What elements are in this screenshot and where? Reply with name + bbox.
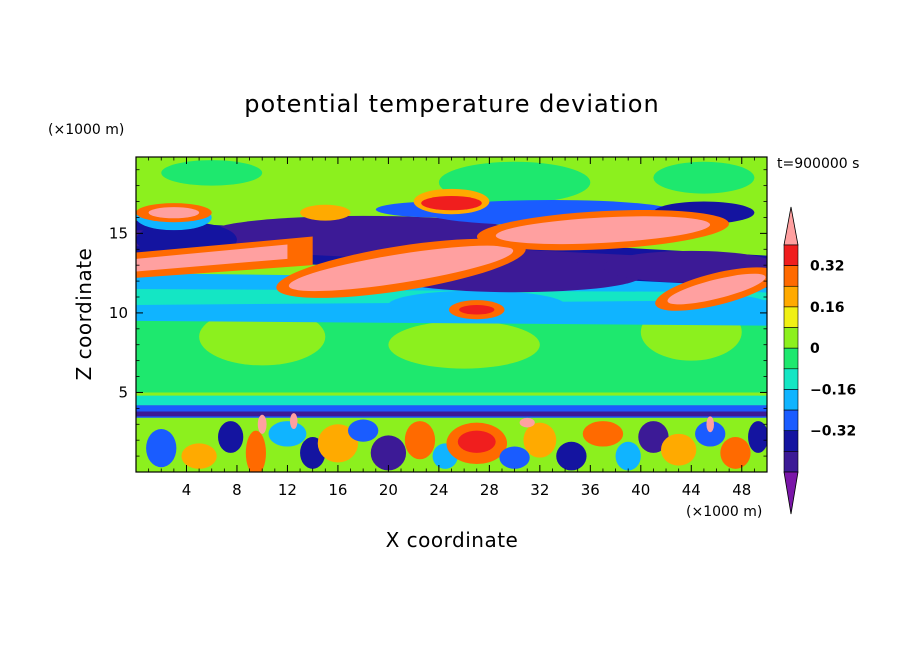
colorbar-box [783, 285, 799, 308]
boundary-cell [695, 421, 726, 447]
boundary-cell [499, 446, 530, 469]
x-tick-label: 20 [379, 481, 398, 499]
boundary-cell [457, 430, 496, 453]
boundary-cell [317, 424, 359, 463]
field-region [199, 308, 326, 366]
y-tick-label: 5 [118, 383, 128, 401]
boundary-cell [370, 435, 407, 471]
x-tick-label: 48 [732, 481, 751, 499]
boundary-cell [245, 430, 266, 472]
warm-core-left [136, 244, 288, 272]
x-unit-label: (×1000 m) [686, 504, 762, 520]
boundary-cell [638, 421, 669, 453]
boundary-cell [146, 429, 177, 468]
x-tick-label: 24 [429, 481, 448, 499]
boundary-cell [660, 433, 697, 466]
colorbar-label: −0.32 [810, 424, 856, 440]
boundary-cell [218, 421, 244, 453]
warm-spike [289, 413, 298, 430]
boundary-cell [748, 421, 767, 453]
boundary-cell [404, 421, 436, 460]
x-axis-ticks: 4 8 12 16 20 24 28 32 36 40 44 48 [148, 157, 755, 499]
colorbar-label: 0.16 [810, 300, 845, 316]
y-axis-label: Z coordinate [72, 248, 96, 381]
x-tick-label: 4 [182, 481, 192, 499]
field-region [148, 207, 200, 219]
y-tick-label: 10 [109, 304, 128, 322]
x-tick-label: 36 [581, 481, 600, 499]
colorbar-label: 0.32 [810, 259, 845, 275]
field-regions [136, 160, 767, 472]
colorbar-box [783, 389, 799, 411]
colorbar-bottom-arrow [783, 471, 799, 515]
warm-spike [519, 417, 535, 428]
x-tick-label: 12 [278, 481, 297, 499]
y-tick-label: 15 [109, 224, 128, 242]
field-region [161, 160, 263, 186]
field-region [421, 195, 482, 211]
x-tick-label: 40 [631, 481, 650, 499]
colorbar-box [783, 430, 799, 452]
low-cold-core [136, 411, 767, 417]
warm-spike [706, 416, 714, 433]
field-region [653, 161, 755, 194]
boundary-cell [523, 422, 557, 458]
warm-spike [257, 414, 267, 434]
heatmap-field [136, 157, 767, 472]
time-label: t=900000 s [777, 156, 859, 172]
colorbar-box [783, 347, 799, 370]
x-tick-label: 28 [480, 481, 499, 499]
boundary-cell [181, 443, 217, 469]
colorbar: 0.32 0.16 0 −0.16 −0.32 [783, 206, 856, 515]
y-unit-label: (×1000 m) [48, 122, 124, 138]
boundary-cell [615, 441, 641, 471]
colorbar-top-arrow [783, 206, 799, 246]
boundary-cell [556, 441, 587, 471]
y-axis-ticks: 5 10 15 [109, 169, 767, 457]
colorbar-label: −0.16 [810, 382, 856, 398]
field-region [459, 304, 495, 315]
colorbar-label: 0 [810, 341, 820, 357]
field-region [288, 245, 514, 292]
colorbar-box [783, 306, 799, 328]
colorbar-box [783, 327, 799, 349]
chart-title: potential temperature deviation [244, 90, 659, 118]
field-region [495, 216, 711, 245]
field-region [667, 273, 766, 305]
low-teal-layer [136, 395, 767, 406]
boundary-cell [268, 421, 307, 447]
x-tick-label: 44 [682, 481, 701, 499]
boundary-cell [348, 419, 379, 442]
x-tick-label: 32 [530, 481, 549, 499]
colorbar-box [783, 244, 799, 266]
colorbar-box [783, 368, 799, 390]
colorbar-box [783, 451, 799, 473]
boundary-cell [720, 437, 751, 469]
colorbar-box [783, 265, 799, 287]
boundary-cell [582, 421, 624, 447]
x-axis-label: X coordinate [386, 528, 519, 552]
colorbar-box [783, 409, 799, 432]
field-region [300, 204, 351, 221]
x-tick-label: 16 [328, 481, 347, 499]
x-tick-label: 8 [232, 481, 242, 499]
field-region [388, 320, 540, 369]
